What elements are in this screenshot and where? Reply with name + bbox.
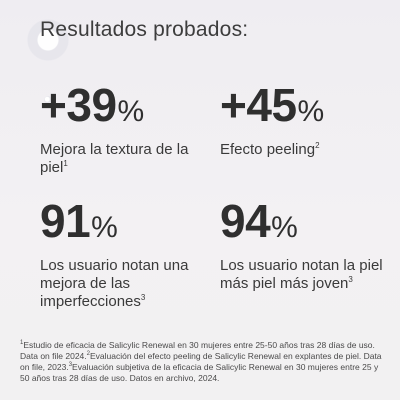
footnote-text: Evaluación del efecto peeling de Salicyl…	[20, 351, 382, 372]
footnote-ref: 1	[63, 159, 68, 168]
footnote-ref: 3	[140, 293, 146, 302]
stat-peeling: +45% Efecto peeling2	[220, 82, 385, 159]
stat-value: +45%	[220, 79, 324, 131]
stat-description: Efecto peeling2	[220, 141, 320, 158]
footnote-ref: 1	[20, 340, 24, 347]
stat-texture: +39% Mejora la textura de la piel1	[40, 82, 205, 177]
footnotes: 1Estudio de eficacia de Salicylic Renewa…	[20, 340, 382, 384]
stat-description: Los usuario notan la piel más piel más j…	[220, 257, 383, 292]
stat-description: Mejora la textura de la piel1	[40, 141, 189, 176]
stat-value: 91%	[40, 195, 118, 247]
footnote-text: Evaluación subjetiva de la eficacia de S…	[20, 362, 379, 383]
footnote-text: Estudio de eficacia de Salicylic Renewal…	[20, 340, 375, 361]
footnote-ref: 2	[315, 141, 320, 150]
page-title: Resultados probados:	[40, 18, 249, 41]
footnote-ref: 2	[86, 351, 90, 358]
stat-description: Los usuario notan una mejora de las impe…	[40, 257, 189, 310]
stat-value: +39%	[40, 79, 144, 131]
stat-imperfections: 91% Los usuario notan una mejora de las …	[40, 198, 205, 311]
footnote-ref: 3	[68, 362, 73, 369]
stat-value: 94%	[220, 195, 298, 247]
footnote-ref: 3	[348, 275, 353, 284]
stat-younger-skin: 94% Los usuario notan la piel más piel m…	[220, 198, 385, 293]
bubble-decoration	[44, 96, 52, 104]
